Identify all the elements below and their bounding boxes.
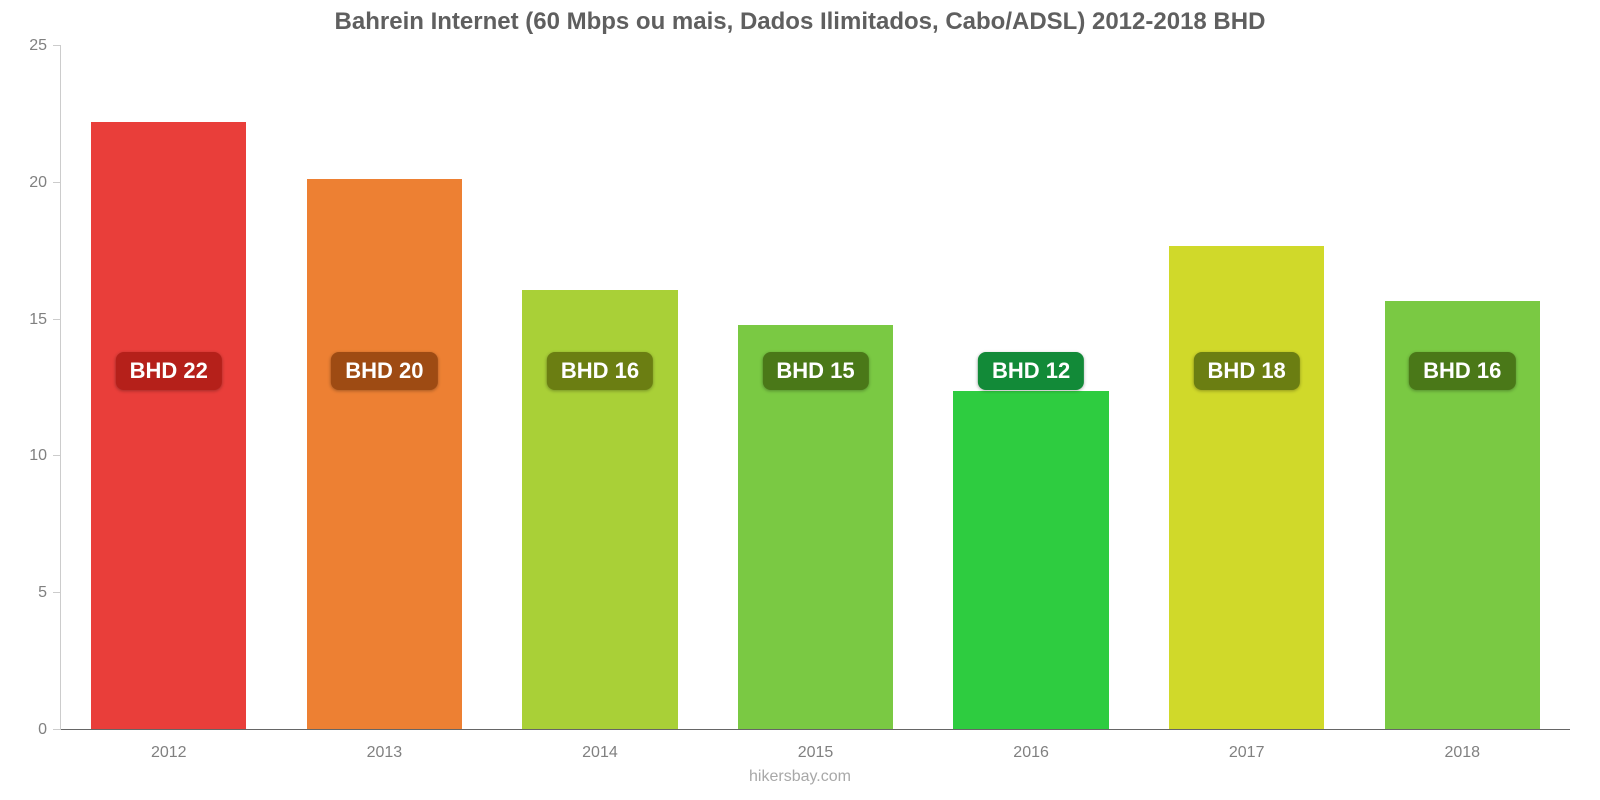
bar-slot: BHD 202013 — [277, 46, 493, 730]
bars-group: BHD 222012BHD 202013BHD 162014BHD 152015… — [61, 46, 1570, 730]
y-tick-label: 15 — [29, 311, 61, 329]
plot-area: 0510152025 BHD 222012BHD 202013BHD 16201… — [60, 46, 1570, 730]
x-tick-label: 2016 — [1013, 730, 1049, 762]
bar-value-badge: BHD 16 — [547, 352, 653, 390]
x-tick-label: 2014 — [582, 730, 618, 762]
y-tick-label: 5 — [38, 584, 61, 602]
bar-value-badge: BHD 22 — [116, 352, 222, 390]
bar-value-badge: BHD 20 — [331, 352, 437, 390]
bar-slot: BHD 222012 — [61, 46, 277, 730]
bar-value-badge: BHD 12 — [978, 352, 1084, 390]
bar-slot: BHD 152015 — [708, 46, 924, 730]
chart-title: Bahrein Internet (60 Mbps ou mais, Dados… — [0, 0, 1600, 36]
x-tick-label: 2015 — [798, 730, 834, 762]
bar-slot: BHD 162014 — [492, 46, 708, 730]
attribution-text: hikersbay.com — [0, 768, 1600, 786]
bar-slot: BHD 182017 — [1139, 46, 1355, 730]
chart-container: Bahrein Internet (60 Mbps ou mais, Dados… — [0, 0, 1600, 800]
y-tick-label: 20 — [29, 174, 61, 192]
bar-slot: BHD 162018 — [1354, 46, 1570, 730]
bar — [953, 391, 1108, 729]
x-tick-label: 2012 — [151, 730, 187, 762]
bar-value-badge: BHD 16 — [1409, 352, 1515, 390]
bar — [307, 179, 462, 729]
bar — [1169, 246, 1324, 729]
y-tick-label: 10 — [29, 447, 61, 465]
bar-value-badge: BHD 15 — [762, 352, 868, 390]
x-tick-label: 2017 — [1229, 730, 1265, 762]
y-tick-label: 0 — [38, 721, 61, 739]
bar-slot: BHD 122016 — [923, 46, 1139, 730]
y-tick-label: 25 — [29, 37, 61, 55]
bar — [91, 122, 246, 729]
bar-value-badge: BHD 18 — [1194, 352, 1300, 390]
x-tick-label: 2013 — [367, 730, 403, 762]
x-tick-label: 2018 — [1444, 730, 1480, 762]
